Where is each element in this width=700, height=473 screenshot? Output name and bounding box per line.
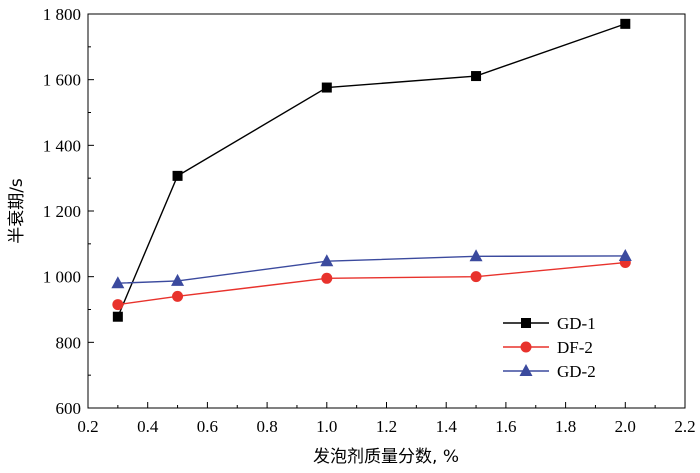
x-tick-label: 0.6 <box>197 417 218 436</box>
data-point-gd-1 <box>471 71 482 82</box>
series-df-2 <box>112 257 631 311</box>
y-tick-label: 1 400 <box>43 136 81 155</box>
y-tick-label: 1 600 <box>43 71 81 90</box>
x-tick-label: 1.4 <box>436 417 458 436</box>
data-point-df-2 <box>112 299 124 311</box>
series-gd-1 <box>112 18 631 322</box>
x-tick-label: 2.0 <box>615 417 636 436</box>
legend-marker <box>520 341 532 353</box>
x-tick-label: 1.6 <box>495 417 516 436</box>
x-tick-label: 1.8 <box>555 417 576 436</box>
y-tick-label: 1 800 <box>43 5 81 24</box>
data-point-df-2 <box>321 272 333 284</box>
y-tick-label: 1 200 <box>43 202 81 221</box>
data-point-gd-2 <box>111 276 125 289</box>
data-point-df-2 <box>470 271 482 283</box>
x-axis-title: 发泡剂质量分数, % <box>313 447 459 467</box>
series-line-df-2 <box>117 261 626 306</box>
data-point-gd-1 <box>172 170 183 181</box>
data-point-gd-2 <box>469 249 483 262</box>
x-tick-label: 1.0 <box>316 417 337 436</box>
data-point-df-2 <box>172 290 184 302</box>
legend-item-gd-1: GD-1 <box>503 314 596 333</box>
x-tick-label: 0.8 <box>256 417 277 436</box>
series-line-gd-1 <box>117 23 626 317</box>
legend-marker <box>519 364 533 376</box>
legend-label: GD-2 <box>557 362 596 381</box>
legend-item-df-2: DF-2 <box>503 338 593 357</box>
data-point-gd-2 <box>320 254 334 267</box>
x-tick-label: 1.2 <box>376 417 397 436</box>
plot-area-frame <box>87 13 686 409</box>
x-tick-label: 2.2 <box>674 417 695 436</box>
data-point-gd-1 <box>321 82 332 93</box>
data-point-gd-2 <box>618 248 632 261</box>
legend-label: DF-2 <box>557 338 593 357</box>
series-gd-2 <box>111 248 632 289</box>
data-point-gd-1 <box>112 311 123 322</box>
legend: GD-1 DF-2 GD-2 <box>503 314 596 381</box>
y-axis: 600 800 1 000 1 200 1 400 1 600 1 800 <box>43 5 94 418</box>
y-axis-title: 半衰期/s <box>7 178 27 244</box>
legend-marker <box>521 318 531 328</box>
y-tick-label: 1 000 <box>43 268 81 287</box>
y-tick-label: 600 <box>56 399 82 418</box>
data-point-gd-2 <box>171 273 185 286</box>
legend-item-gd-2: GD-2 <box>503 362 596 381</box>
series-layer <box>111 18 632 322</box>
x-tick-label: 0.2 <box>77 417 98 436</box>
x-axis: 0.2 0.4 0.6 0.8 1.0 1.2 1.4 1.6 1.8 2.0 2.2 <box>77 402 696 436</box>
legend-label: GD-1 <box>557 314 596 333</box>
y-tick-label: 800 <box>56 333 82 352</box>
data-point-gd-1 <box>620 18 631 29</box>
x-tick-label: 0.4 <box>137 417 159 436</box>
